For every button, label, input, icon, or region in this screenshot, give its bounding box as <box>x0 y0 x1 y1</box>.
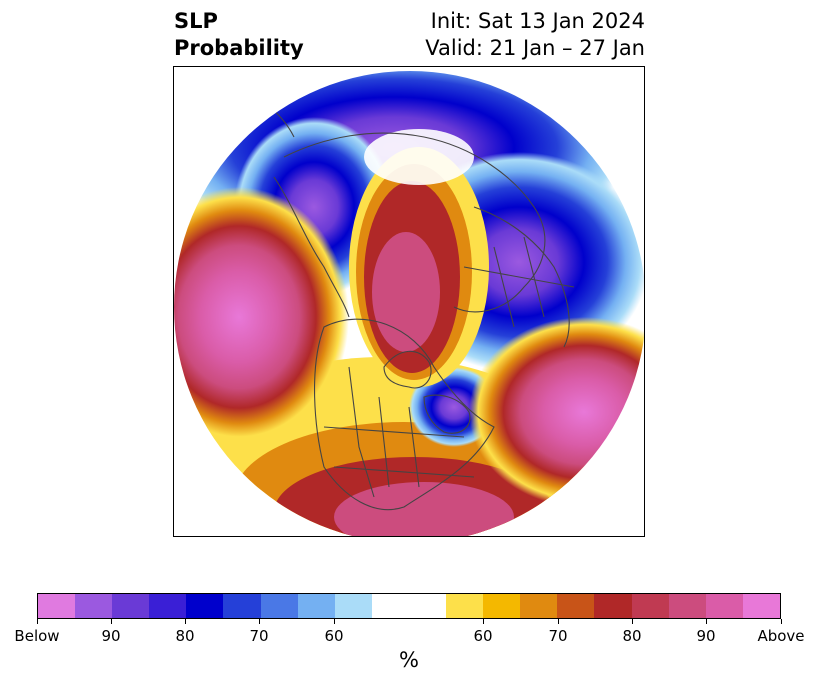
colorbar-segment <box>557 594 595 618</box>
colorbar-tick-label: 60 <box>473 627 493 645</box>
polar-map <box>173 66 645 537</box>
title-slp: SLP <box>174 9 218 33</box>
colorbar-tick <box>334 619 335 624</box>
colorbar-tick <box>781 619 782 624</box>
title-probability: Probability <box>174 36 304 60</box>
colorbar-segment <box>594 594 632 618</box>
valid-range: Valid: 21 Jan – 27 Jan <box>425 36 645 60</box>
probability-field <box>174 71 644 536</box>
colorbar-segment <box>38 594 76 618</box>
colorbar-segment <box>446 594 484 618</box>
colorbar <box>37 593 781 619</box>
colorbar-segment <box>149 594 187 618</box>
colorbar-segment <box>334 594 372 618</box>
colorbar-segment <box>705 594 743 618</box>
colorbar-unit: % <box>399 648 419 672</box>
colorbar-segment <box>260 594 298 618</box>
colorbar-tick-label: Above <box>757 627 805 645</box>
colorbar-tick-label: 90 <box>696 627 716 645</box>
colorbar-tick-label: 60 <box>324 627 344 645</box>
colorbar-segment <box>297 594 335 618</box>
colorbar-tick-label: 80 <box>175 627 195 645</box>
colorbar-tick-label: 70 <box>249 627 269 645</box>
colorbar-tick-label: Below <box>14 627 60 645</box>
colorbar-tick <box>706 619 707 624</box>
colorbar-tick <box>111 619 112 624</box>
colorbar-tick <box>259 619 260 624</box>
map-svg <box>174 71 644 536</box>
colorbar-tick <box>483 619 484 624</box>
colorbar-segment <box>112 594 150 618</box>
colorbar-tick-label: 90 <box>101 627 121 645</box>
colorbar-segment <box>371 594 447 618</box>
colorbar-segment <box>631 594 669 618</box>
colorbar-tick <box>37 619 38 624</box>
chart-title-right: Init: Sat 13 Jan 2024 Valid: 21 Jan – 27… <box>425 8 645 62</box>
colorbar-segment <box>742 594 780 618</box>
init-date: Init: Sat 13 Jan 2024 <box>430 9 645 33</box>
colorbar-segment <box>223 594 261 618</box>
colorbar-tick <box>185 619 186 624</box>
colorbar-segment <box>483 594 521 618</box>
colorbar-tick <box>632 619 633 624</box>
colorbar-segment <box>668 594 706 618</box>
colorbar-tick <box>558 619 559 624</box>
colorbar-tick-label: 70 <box>548 627 568 645</box>
colorbar-segment <box>75 594 113 618</box>
colorbar-segment <box>186 594 224 618</box>
colorbar-tick-label: 80 <box>622 627 642 645</box>
chart-title-left: SLP Probability <box>174 8 304 62</box>
colorbar-segment <box>520 594 558 618</box>
